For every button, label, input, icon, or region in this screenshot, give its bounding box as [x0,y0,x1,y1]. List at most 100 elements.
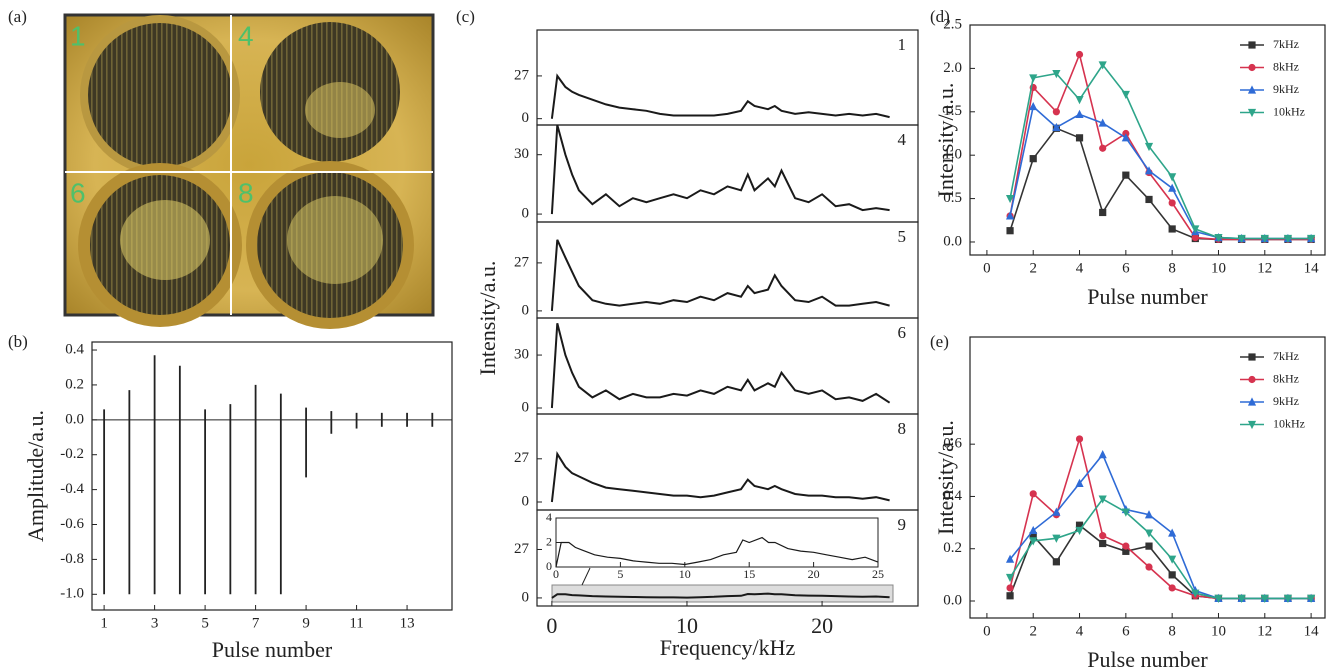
legend-marker [1248,41,1256,49]
marker [1168,199,1176,207]
image-label: 1 [70,20,86,51]
marker [1005,573,1015,583]
marker [1075,478,1084,487]
legend-marker [1247,420,1257,430]
y-tick-label: 0.4 [943,488,962,504]
marker [1052,108,1060,116]
x-tick-label: 4 [1076,260,1084,276]
y-tick-label: 4 [546,510,552,524]
zoom-arrow [581,567,591,586]
panel-label: (e) [930,332,949,351]
x-tick-label: 10 [1211,260,1226,276]
marker [1098,118,1107,127]
x-tick-label: 13 [400,615,415,631]
x-tick-label: 3 [151,615,159,631]
inset-frame [555,517,879,568]
crater [88,23,232,167]
legend-label: 9kHz [1273,82,1299,96]
legend-label: 10kHz [1273,104,1305,118]
x-tick-label: 8 [1168,623,1176,639]
marker [1283,594,1293,603]
marker [1075,521,1084,529]
marker [1098,495,1107,504]
marker [1005,554,1015,563]
y-tick-label: -0.6 [60,516,84,532]
y-tick-label: 0 [522,399,530,415]
marker [1260,594,1269,603]
legend-label: 8kHz [1273,59,1299,73]
y-tick-label: 0.4 [65,341,84,357]
series-line [1009,498,1312,600]
y-tick-label: 2.0 [943,60,962,76]
panel-label: (b) [8,332,28,351]
marker [1307,234,1316,244]
marker [1168,528,1177,537]
blotch [287,196,383,284]
x-tick-label: 5 [617,567,623,581]
marker [1145,563,1153,571]
y-tick-label: 27 [514,254,530,270]
marker [1168,584,1176,592]
legend-label: 10kHz [1273,416,1305,430]
x-tick-label: 1 [100,615,108,631]
marker [1168,173,1177,182]
y-tick-label: -0.2 [60,446,84,462]
x-axis-title: Pulse number [1087,284,1208,309]
blotch [305,82,375,138]
marker [1052,507,1061,516]
marker [1052,534,1061,543]
y-tick-label: 27 [514,541,530,557]
plot-frame [536,413,919,511]
marker [1052,70,1061,79]
x-axis-title: Pulse number [1087,647,1208,672]
plot-frame [536,509,919,607]
inset-spectrum [555,536,879,568]
y-tick-label: -0.8 [60,551,84,567]
blotch [120,200,210,280]
spectrum [550,451,890,503]
micrographs [63,13,435,329]
x-tick-label: 0 [983,623,991,639]
marker [1191,589,1200,598]
marker [1144,166,1154,175]
plot-frame [536,124,919,223]
marker [1144,529,1154,538]
subplot-label: 1 [898,35,907,54]
marker [1029,532,1037,540]
x-tick-label: 0 [546,613,557,638]
subplot-label: 6 [898,323,907,342]
legend-marker [1248,375,1256,384]
y-tick-label: 30 [514,146,529,162]
plot-frame [91,341,453,611]
image-label: 4 [238,20,254,51]
marker [1168,183,1177,192]
marker [1006,592,1014,600]
marker [1075,96,1084,105]
marker [1075,50,1084,59]
spectrum [550,239,890,311]
legend-label: 8kHz [1273,371,1299,385]
y-tick-label: -0.4 [60,481,84,497]
x-tick-label: 5 [201,615,209,631]
legend-label: 9kHz [1273,394,1299,408]
marker [1191,234,1199,242]
y-axis-title: Amplitude/a.u. [23,410,48,542]
y-tick-label: 0 [546,559,552,573]
legend-marker [1248,63,1256,72]
subplot-label: 8 [898,419,907,438]
legend-marker [1247,397,1257,406]
y-tick-label: 0 [522,110,530,126]
marker [1006,227,1014,235]
y-tick-label: 0.0 [943,592,962,608]
plot-frame [536,29,919,126]
marker [1075,435,1084,443]
legend-marker [1248,353,1256,361]
subplot-label: 4 [898,130,907,149]
marker [1099,539,1107,548]
x-tick-label: 20 [811,613,833,638]
legend-label: 7kHz [1273,349,1299,363]
y-tick-label: 0.5 [943,190,962,206]
y-tick-label: 0 [522,589,530,605]
plot-frame [969,24,1326,256]
x-tick-label: 12 [1257,623,1272,639]
